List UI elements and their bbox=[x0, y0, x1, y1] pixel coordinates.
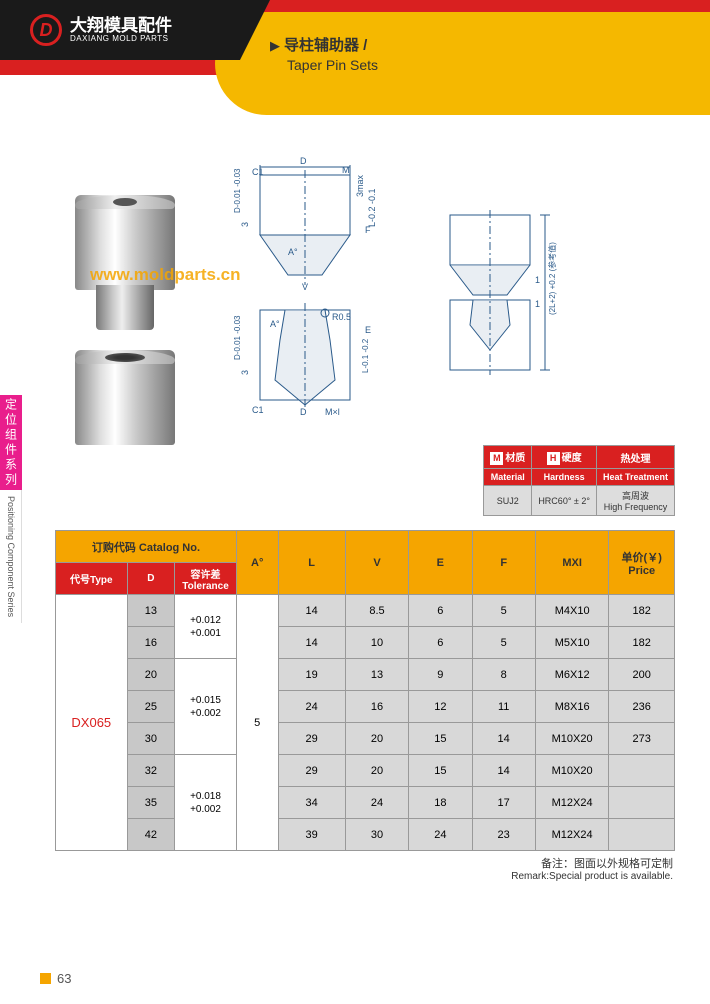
th-v: V bbox=[345, 531, 408, 595]
th-tol: 容许差 Tolerance bbox=[175, 563, 237, 595]
svg-text:V: V bbox=[302, 282, 308, 292]
remark: 备注：图面以外规格可定制 Remark:Special product is a… bbox=[55, 855, 675, 882]
svg-text:D: D bbox=[300, 407, 307, 417]
th-d: D bbox=[127, 563, 175, 595]
th-l: L bbox=[278, 531, 345, 595]
table-row: 4239302423M12X24 bbox=[56, 819, 675, 851]
svg-text:3: 3 bbox=[240, 222, 250, 227]
svg-text:R0.5: R0.5 bbox=[332, 312, 351, 322]
svg-text:A°: A° bbox=[270, 319, 280, 329]
svg-text:D: D bbox=[300, 156, 307, 166]
th-type: 代号Type bbox=[56, 563, 128, 595]
data-table: 订购代码 Catalog No. A° L V E F MXI 单价(￥) Pr… bbox=[55, 530, 675, 851]
table-row: 3534241817M12X24 bbox=[56, 787, 675, 819]
th-price: 单价(￥) Price bbox=[609, 531, 675, 595]
table-row: 3029201514M10X20273 bbox=[56, 723, 675, 755]
title-arrow-icon: ▶ bbox=[270, 38, 280, 53]
product-render bbox=[55, 195, 195, 395]
th-f: F bbox=[472, 531, 535, 595]
svg-text:1: 1 bbox=[535, 299, 540, 309]
title-banner: ▶ 导柱辅助器 / Taper Pin Sets bbox=[215, 12, 710, 115]
svg-text:F: F bbox=[365, 225, 371, 235]
diagram-area: www.moldparts.cn D bbox=[55, 135, 675, 455]
svg-text:1: 1 bbox=[535, 275, 540, 285]
title-cn: 导柱辅助器 / bbox=[284, 37, 367, 54]
side-tab-en: Positioning Component Series bbox=[0, 490, 22, 623]
svg-text:C1: C1 bbox=[252, 405, 264, 415]
table-row: 2524161211M8X16236 bbox=[56, 691, 675, 723]
svg-text:M: M bbox=[342, 165, 350, 175]
th-catalog: 订购代码 Catalog No. bbox=[56, 531, 237, 563]
svg-text:D-0.01 -0.03: D-0.01 -0.03 bbox=[233, 315, 242, 360]
table-row: 32+0.018+0.00229201514M10X20 bbox=[56, 755, 675, 787]
table-row: DX065 13 +0.012+0.001 5 148.565M4X10182 bbox=[56, 595, 675, 627]
svg-text:C1: C1 bbox=[252, 167, 264, 177]
logo-icon: D bbox=[30, 14, 62, 46]
table-row: 20+0.015+0.002191398M6X12200 bbox=[56, 659, 675, 691]
logo-bar: D 大翔模具配件 DAXIANG MOLD PARTS bbox=[0, 0, 240, 60]
th-mxi: MXI bbox=[535, 531, 609, 595]
side-tab-cn: 定位组件系列 bbox=[0, 395, 22, 490]
watermark: www.moldparts.cn bbox=[90, 265, 241, 285]
logo-text-cn: 大翔模具配件 bbox=[70, 17, 172, 34]
th-a: A° bbox=[236, 531, 278, 595]
svg-text:A°: A° bbox=[288, 247, 298, 257]
page-footer: 63 bbox=[40, 971, 71, 986]
svg-text:M×l: M×l bbox=[325, 407, 340, 417]
svg-text:L-0.2 -0.1: L-0.2 -0.1 bbox=[367, 188, 377, 227]
table-row: 16141065M5X10182 bbox=[56, 627, 675, 659]
svg-text:(2L+2) +0.2 (参考值): (2L+2) +0.2 (参考值) bbox=[547, 242, 557, 315]
title-en: Taper Pin Sets bbox=[287, 57, 710, 73]
footer-square-icon bbox=[40, 973, 51, 984]
page-header: D 大翔模具配件 DAXIANG MOLD PARTS ▶ 导柱辅助器 / Tap… bbox=[0, 0, 710, 115]
svg-text:E: E bbox=[365, 325, 371, 335]
svg-text:3: 3 bbox=[240, 370, 250, 375]
logo-text-en: DAXIANG MOLD PARTS bbox=[70, 34, 172, 44]
svg-text:L-0.1 -0.2: L-0.1 -0.2 bbox=[361, 338, 370, 373]
material-spec-table: M材质 H硬度 热处理 Material Hardness Heat Treat… bbox=[483, 445, 675, 516]
page-number: 63 bbox=[57, 971, 71, 986]
technical-drawing-1: D M C1 A° V R0.5 A° D M×l C1 3max L-0.2 … bbox=[220, 155, 400, 435]
side-tab: 定位组件系列 Positioning Component Series bbox=[0, 395, 22, 675]
th-e: E bbox=[409, 531, 472, 595]
svg-text:3max: 3max bbox=[355, 174, 365, 197]
svg-text:D-0.01 -0.03: D-0.01 -0.03 bbox=[233, 168, 242, 213]
technical-drawing-2: (2L+2) +0.2 (参考值) 1 1 bbox=[425, 185, 565, 405]
